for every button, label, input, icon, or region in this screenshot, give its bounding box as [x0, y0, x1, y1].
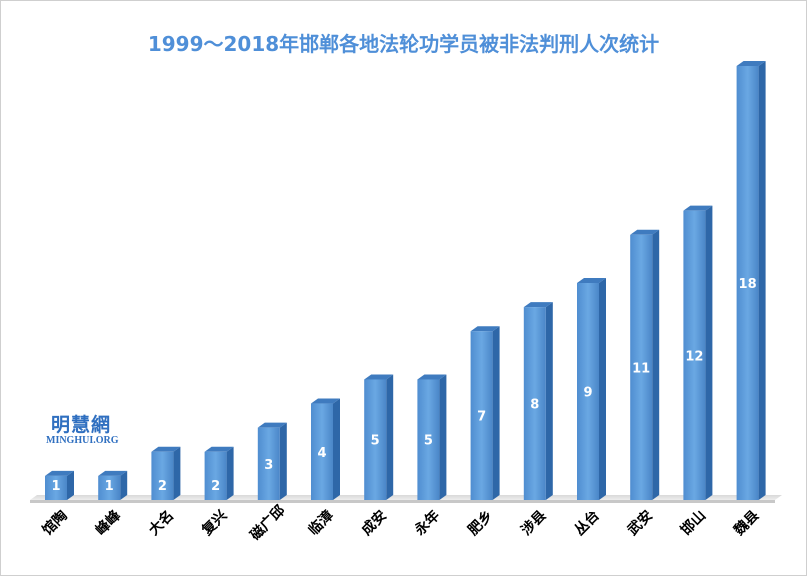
data-label: 11	[632, 361, 650, 376]
bar-front	[417, 379, 440, 500]
bar	[257, 422, 287, 500]
chart-floor	[30, 495, 782, 500]
bar-side	[545, 302, 553, 500]
bar-top	[204, 446, 234, 452]
bar-front	[736, 66, 759, 500]
chart-floor-edge	[30, 500, 775, 503]
x-tick-label: 磁广邱	[247, 502, 289, 544]
bar-top	[45, 470, 74, 476]
bar-front	[470, 331, 493, 500]
bar-top	[257, 422, 287, 428]
bar-side	[386, 374, 394, 500]
bar	[683, 205, 713, 500]
bar-top	[577, 278, 606, 283]
bar	[98, 470, 128, 500]
bar	[417, 374, 447, 500]
chart-title: 1999～2018年邯郸各地法轮功学员被非法判刑人次统计	[147, 32, 660, 56]
bar-side	[173, 446, 181, 500]
bar-side	[705, 205, 713, 500]
bar-top	[523, 302, 553, 308]
bar-side	[652, 229, 660, 500]
x-tick-label: 峰峰	[92, 506, 125, 539]
data-label: 8	[530, 398, 539, 413]
bar-side	[492, 326, 500, 500]
data-label: 1	[105, 479, 114, 494]
bar-side	[758, 61, 766, 500]
bar-top	[98, 470, 128, 476]
bar-top	[736, 61, 766, 66]
bar-top	[630, 229, 660, 235]
bar-top	[151, 446, 181, 452]
data-label: 5	[371, 434, 380, 449]
bar-front	[204, 451, 227, 500]
bar-front	[523, 307, 546, 500]
data-label: 9	[583, 386, 592, 401]
data-label: 4	[317, 446, 326, 461]
bar	[151, 446, 181, 500]
x-tick-label: 武安	[624, 507, 656, 539]
bar-front	[45, 475, 67, 500]
data-label: 1	[51, 479, 60, 494]
bar-front	[630, 234, 653, 500]
bar-front	[151, 451, 174, 500]
bar	[523, 302, 553, 500]
watermark-logo: 明慧網	[51, 414, 112, 436]
bar	[630, 229, 660, 500]
data-label: 3	[264, 458, 273, 473]
bar-front	[98, 475, 121, 500]
bar-top	[364, 374, 394, 380]
bar	[470, 326, 500, 500]
bar-front	[683, 210, 706, 500]
bar-front	[577, 283, 599, 500]
bar-side	[226, 446, 234, 500]
bar-side	[120, 470, 128, 500]
bar-top	[470, 326, 500, 332]
bar-front	[311, 403, 333, 500]
bar-top	[417, 374, 447, 380]
x-tick-label: 涉县	[518, 507, 550, 539]
x-tick-label: 丛台	[571, 507, 603, 539]
x-tick-label: 肥乡	[465, 508, 496, 539]
data-label: 12	[685, 349, 703, 364]
x-tick-label: 大名	[145, 507, 177, 539]
bar-front	[257, 427, 280, 500]
bar	[736, 61, 766, 500]
x-tick-label: 馆陶	[39, 507, 71, 539]
data-label: 5	[424, 434, 433, 449]
bar	[577, 278, 606, 500]
watermark-url: MINGHUI.ORG	[46, 435, 119, 446]
x-tick-label: 永年	[411, 507, 444, 540]
x-tick-label: 复兴	[198, 507, 231, 540]
bar	[364, 374, 394, 500]
bar-side	[439, 374, 447, 500]
bar-side	[67, 470, 74, 500]
bar	[311, 398, 340, 500]
bar-side	[333, 398, 340, 500]
data-label: 7	[477, 410, 486, 425]
bar-side	[279, 422, 287, 500]
bar-front	[364, 379, 387, 500]
x-tick-label: 临漳	[305, 507, 337, 539]
bar-top	[683, 205, 713, 211]
x-tick-label: 魏县	[730, 507, 763, 540]
data-label: 2	[211, 479, 220, 494]
data-label: 18	[739, 277, 757, 292]
bar	[45, 470, 74, 500]
data-label: 2	[158, 479, 167, 494]
x-tick-label: 邯山	[677, 507, 709, 539]
bar	[204, 446, 234, 500]
x-tick-label: 成安	[358, 507, 390, 539]
bar-top	[311, 398, 340, 404]
bar-side	[599, 278, 606, 500]
